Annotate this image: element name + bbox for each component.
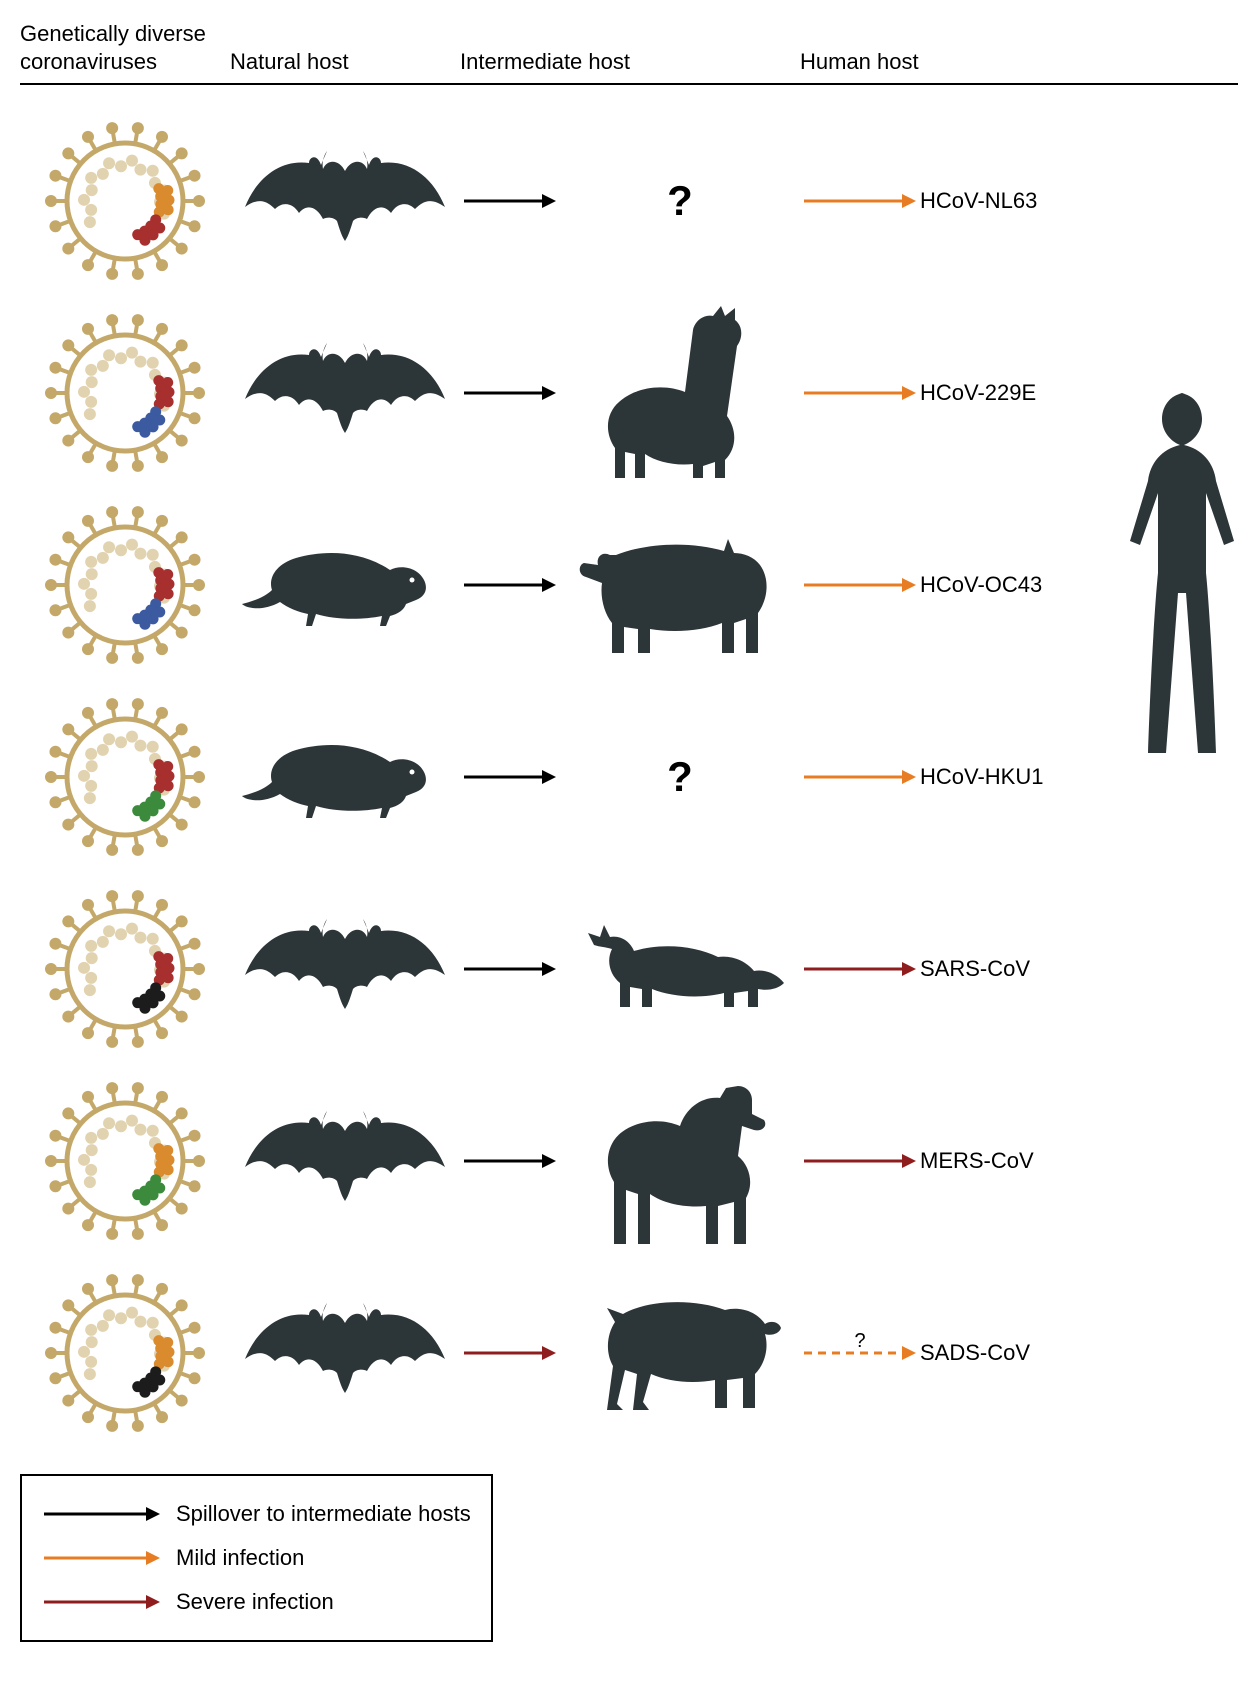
svg-text:?: ? [854, 1333, 865, 1352]
legend-row: Severe infection [42, 1582, 471, 1622]
arrow-icon [802, 565, 918, 605]
pathway-row: ? HCoV-NL63 [20, 105, 1238, 297]
legend-label: Severe infection [176, 1589, 334, 1615]
pathway-row: ? SADS-CoV [20, 1257, 1238, 1449]
pathway-row: HCoV-229E [20, 297, 1238, 489]
arrow-icon [462, 1333, 558, 1373]
coronavirus-icon [45, 697, 205, 857]
bat-icon [245, 146, 445, 256]
rows-container: ? HCoV-NL63 [20, 105, 1238, 1449]
arrow-icon [802, 1141, 918, 1181]
legend-label: Spillover to intermediate hosts [176, 1501, 471, 1527]
bat-icon [245, 338, 445, 448]
arrow-icon [802, 181, 918, 221]
legend-row: Mild infection [42, 1538, 471, 1578]
arrow-icon [802, 373, 918, 413]
header-intermediate-host: Intermediate host [460, 48, 800, 76]
legend: Spillover to intermediate hosts Mild inf… [20, 1474, 493, 1642]
bat-icon [245, 914, 445, 1024]
virus-label: SARS-CoV [920, 956, 1030, 982]
arrow-icon [462, 565, 558, 605]
virus-label: SADS-CoV [920, 1340, 1030, 1366]
pig-icon [575, 1278, 785, 1428]
rodent-icon [240, 530, 450, 640]
legend-row: Spillover to intermediate hosts [42, 1494, 471, 1534]
virus-label: HCoV-NL63 [920, 188, 1037, 214]
arrow-icon [462, 757, 558, 797]
unknown-intermediate-icon: ? [667, 753, 693, 801]
bat-icon [245, 1106, 445, 1216]
alpaca-icon [595, 298, 765, 488]
arrow-icon: ? [802, 1333, 918, 1373]
coronavirus-host-diagram: Genetically diverse coronaviruses Natura… [20, 20, 1238, 1642]
arrow-icon [462, 949, 558, 989]
pathway-row: SARS-CoV [20, 873, 1238, 1065]
arrow-icon [42, 1494, 162, 1534]
human-icon [1118, 385, 1238, 785]
arrow-icon [42, 1582, 162, 1622]
arrow-icon [42, 1538, 162, 1578]
header-natural-host: Natural host [230, 48, 460, 76]
virus-label: HCoV-229E [920, 380, 1036, 406]
coronavirus-icon [45, 889, 205, 1049]
coronavirus-icon [45, 313, 205, 473]
bat-icon [245, 1298, 445, 1408]
virus-label: HCoV-OC43 [920, 572, 1042, 598]
virus-label: MERS-CoV [920, 1148, 1034, 1174]
camel-icon [580, 1066, 780, 1256]
coronavirus-icon [45, 1273, 205, 1433]
coronavirus-icon [45, 505, 205, 665]
arrow-icon [802, 757, 918, 797]
rodent-icon [240, 722, 450, 832]
header-row: Genetically diverse coronaviruses Natura… [20, 20, 1238, 85]
coronavirus-icon [45, 1081, 205, 1241]
unknown-intermediate-icon: ? [667, 177, 693, 225]
coronavirus-icon [45, 121, 205, 281]
arrow-icon [462, 181, 558, 221]
header-human-host: Human host [800, 48, 1238, 76]
arrow-icon [802, 949, 918, 989]
pathway-row: MERS-CoV [20, 1065, 1238, 1257]
pathway-row: ? HCoV-HKU1 [20, 681, 1238, 873]
header-coronaviruses: Genetically diverse coronaviruses [20, 20, 230, 75]
arrow-icon [462, 373, 558, 413]
civet-icon [570, 909, 790, 1029]
virus-label: HCoV-HKU1 [920, 764, 1043, 790]
arrow-icon [462, 1141, 558, 1181]
cow-icon [570, 505, 790, 665]
legend-label: Mild infection [176, 1545, 304, 1571]
pathway-row: HCoV-OC43 [20, 489, 1238, 681]
